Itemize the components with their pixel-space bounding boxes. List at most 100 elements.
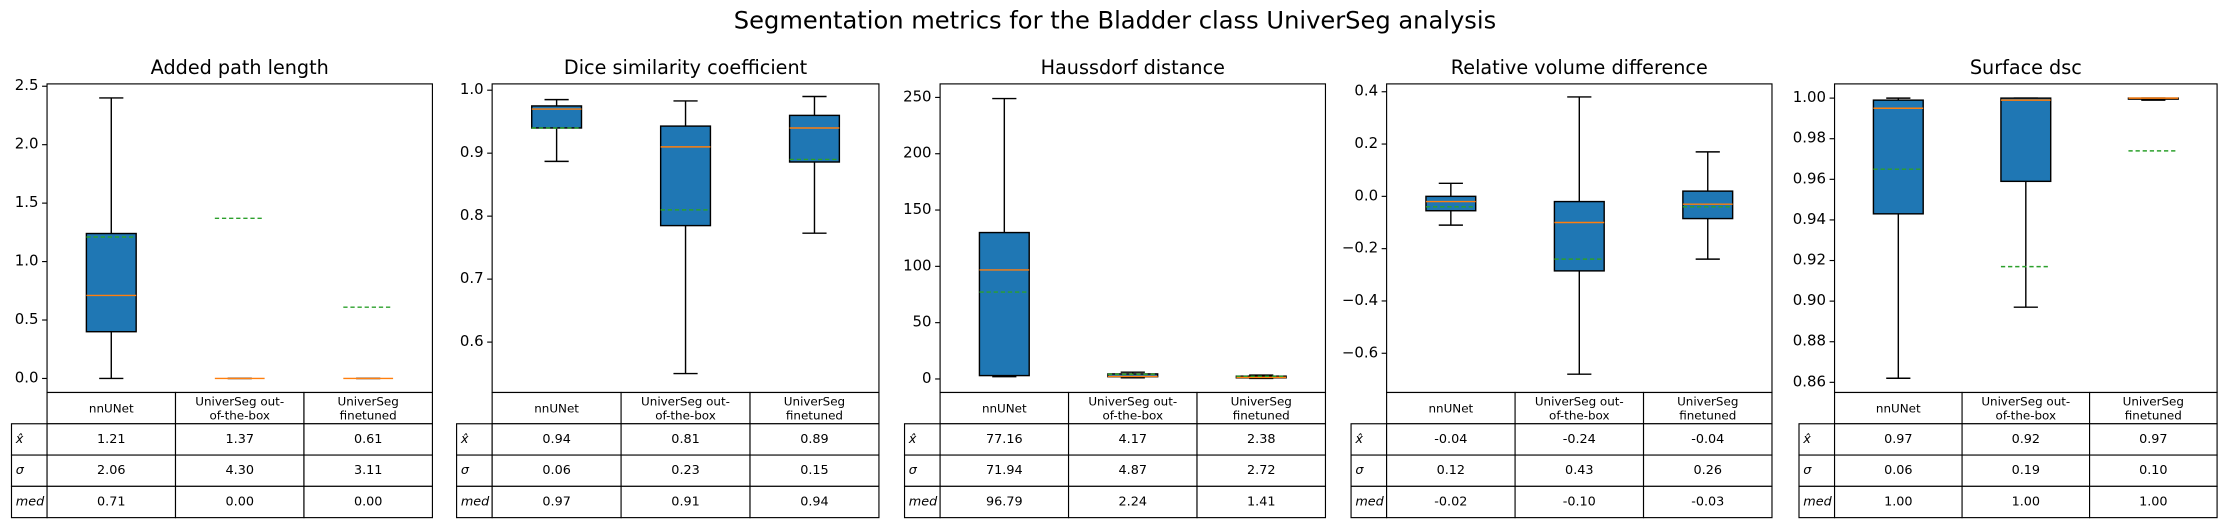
table-value: -0.04 bbox=[1434, 432, 1467, 447]
table-row-label-cell bbox=[903, 454, 941, 487]
table-cell bbox=[1386, 485, 1516, 519]
y-tick-label: 0.86 bbox=[1793, 372, 1826, 390]
y-tick-label: −0.2 bbox=[1342, 239, 1378, 257]
table-cell bbox=[46, 485, 177, 519]
y-tick-label: 1.5 bbox=[15, 193, 39, 211]
table-cell bbox=[620, 485, 751, 519]
column-label: nnUNet bbox=[1875, 401, 1921, 416]
column-label: UniverSeg finetuned bbox=[783, 393, 846, 423]
table-header-cell bbox=[1833, 391, 1963, 425]
table-cell bbox=[2089, 485, 2218, 519]
table-value: 2.06 bbox=[97, 463, 125, 478]
table-row-label-cell bbox=[456, 423, 493, 456]
table-value: 77.16 bbox=[986, 432, 1023, 447]
box bbox=[788, 114, 841, 163]
table-value: 71.94 bbox=[986, 463, 1023, 478]
table-value: 0.61 bbox=[354, 432, 382, 447]
table-value: 2.38 bbox=[1247, 432, 1275, 447]
table-cell bbox=[1196, 454, 1327, 487]
y-tick-label: 0.90 bbox=[1793, 291, 1826, 309]
figure-title: Segmentation metrics for the Bladder cla… bbox=[734, 6, 1496, 34]
column-label: UniverSeg out- of-the-box bbox=[1088, 393, 1178, 423]
column-label: nnUNet bbox=[1428, 401, 1474, 416]
table-header: UniverSeg out- of-the-box bbox=[1088, 393, 1178, 423]
table-row-label: σ bbox=[16, 463, 25, 478]
chart-title: Added path length bbox=[151, 56, 329, 79]
box bbox=[1553, 200, 1605, 272]
table-header: UniverSeg out- of-the-box bbox=[1981, 393, 2071, 423]
box bbox=[85, 232, 137, 333]
table-value: 0.89 bbox=[800, 432, 828, 447]
table-row-label: med bbox=[461, 494, 490, 509]
table-cell bbox=[491, 485, 622, 519]
table-value: 1.41 bbox=[1247, 494, 1275, 509]
table-cell bbox=[1833, 423, 1963, 456]
table-value: 0.43 bbox=[1565, 463, 1593, 478]
table-row-label: med bbox=[16, 494, 45, 509]
column-label: UniverSeg out- of-the-box bbox=[1981, 393, 2071, 423]
table-row-label: med bbox=[1803, 494, 1832, 509]
y-tick-label: 200 bbox=[903, 144, 931, 162]
table-cell bbox=[174, 485, 305, 519]
table-row-label-cell bbox=[1350, 423, 1388, 456]
table-value: 0.06 bbox=[542, 463, 570, 478]
y-tick-label: −0.4 bbox=[1342, 291, 1378, 309]
table-value: 4.17 bbox=[1119, 432, 1147, 447]
table-row-label: σ bbox=[909, 463, 918, 478]
column-label: UniverSeg finetuned bbox=[2122, 393, 2184, 423]
column-label: UniverSeg out- of-the-box bbox=[195, 393, 285, 423]
table-cell bbox=[1067, 423, 1198, 456]
y-tick-label: 1.0 bbox=[15, 252, 39, 270]
table-value: 1.37 bbox=[225, 432, 253, 447]
table-value: 4.87 bbox=[1119, 463, 1147, 478]
table-header: nnUNet bbox=[534, 401, 579, 416]
table-cell bbox=[1196, 485, 1327, 519]
column-label: nnUNet bbox=[534, 401, 579, 416]
y-tick-label: 2.5 bbox=[15, 76, 39, 94]
table-row-label: x̂ bbox=[908, 432, 917, 447]
table-value: 0.19 bbox=[2012, 463, 2040, 478]
table-header: UniverSeg finetuned bbox=[338, 394, 399, 422]
table-cell bbox=[1642, 485, 1773, 519]
table-header-cell bbox=[1514, 391, 1645, 425]
table-cell bbox=[1196, 423, 1327, 456]
table-value: 0.06 bbox=[1884, 463, 1912, 478]
y-tick-label: 0.0 bbox=[1354, 186, 1378, 204]
table-cell bbox=[1386, 454, 1516, 487]
table-header-cell bbox=[303, 391, 433, 425]
y-tick-label: 0.96 bbox=[1793, 169, 1826, 187]
table-value: 1.00 bbox=[2012, 494, 2040, 509]
column-label: UniverSeg finetuned bbox=[1230, 393, 1292, 423]
table-row-label: x̂ bbox=[1354, 432, 1363, 447]
table-header-cell bbox=[1961, 391, 2091, 425]
table-cell bbox=[46, 454, 177, 487]
table-cell bbox=[1067, 485, 1198, 519]
table-row-label: med bbox=[1355, 494, 1384, 509]
table-row-label: σ bbox=[1803, 463, 1812, 478]
table-value: -0.24 bbox=[1563, 432, 1596, 447]
table-header: nnUNet bbox=[1428, 401, 1474, 416]
table-row-label: σ bbox=[461, 463, 470, 478]
table-value: 3.11 bbox=[354, 463, 382, 478]
table-cell bbox=[1514, 423, 1645, 456]
y-tick-label: 100 bbox=[903, 256, 931, 274]
table-row-label-cell bbox=[10, 485, 48, 519]
table-header-cell bbox=[491, 391, 622, 425]
table-value: -0.02 bbox=[1434, 494, 1467, 509]
y-tick-label: 0.8 bbox=[460, 206, 484, 224]
column-label: UniverSeg out- of-the-box bbox=[1534, 393, 1624, 423]
table-row-label-cell bbox=[903, 423, 941, 456]
table-value: 0.81 bbox=[671, 432, 699, 447]
table-value: -0.04 bbox=[1691, 432, 1724, 447]
table-row-label: x̂ bbox=[460, 432, 469, 447]
y-tick-label: 0 bbox=[922, 369, 932, 387]
table-cell bbox=[491, 454, 622, 487]
y-tick-label: 250 bbox=[903, 87, 931, 105]
table-value: 4.30 bbox=[225, 463, 253, 478]
table-header: UniverSeg finetuned bbox=[1677, 394, 1738, 422]
table-header: UniverSeg finetuned bbox=[1230, 393, 1292, 423]
y-tick-label: 0.98 bbox=[1793, 129, 1826, 147]
table-header: UniverSeg out- of-the-box bbox=[641, 394, 730, 422]
table-header: nnUNet bbox=[89, 401, 134, 415]
